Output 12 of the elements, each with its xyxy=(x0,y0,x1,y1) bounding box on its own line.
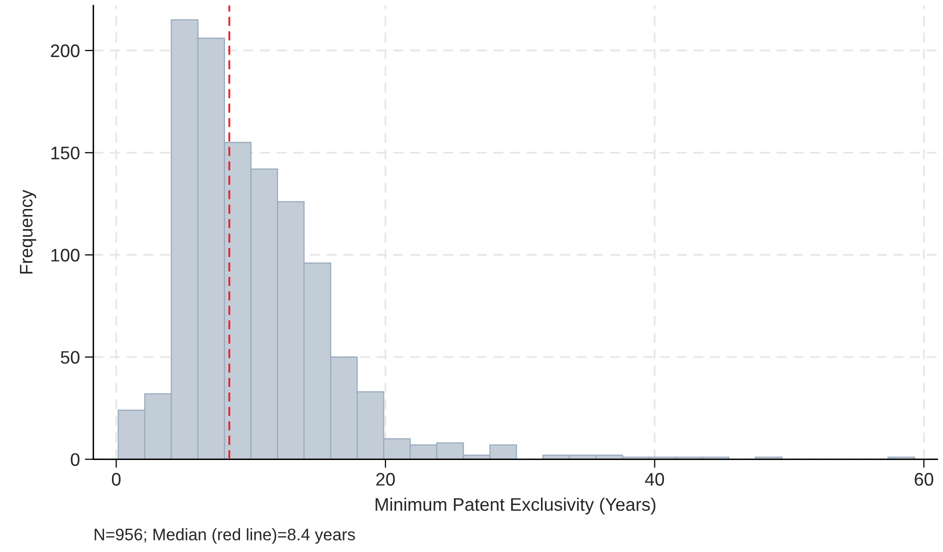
y-tick-label: 50 xyxy=(60,351,80,364)
y-tick-label: 0 xyxy=(70,453,80,466)
y-tick-label: 200 xyxy=(50,44,80,58)
x-tick-label: 40 xyxy=(645,472,664,486)
x-tick-label: 60 xyxy=(914,472,934,486)
text: N=956; Median (red line)=8.4 years xyxy=(94,528,355,544)
y-tick-label: 150 xyxy=(51,146,80,160)
x-axis-title: Minimum Patent Exclusivity (Years) xyxy=(376,498,656,514)
y-axis-title: Frequency xyxy=(20,190,36,274)
x-tick-label: 0 xyxy=(112,472,121,486)
y-tick-label: 100 xyxy=(51,248,80,262)
x-tick-label: 20 xyxy=(376,472,395,486)
